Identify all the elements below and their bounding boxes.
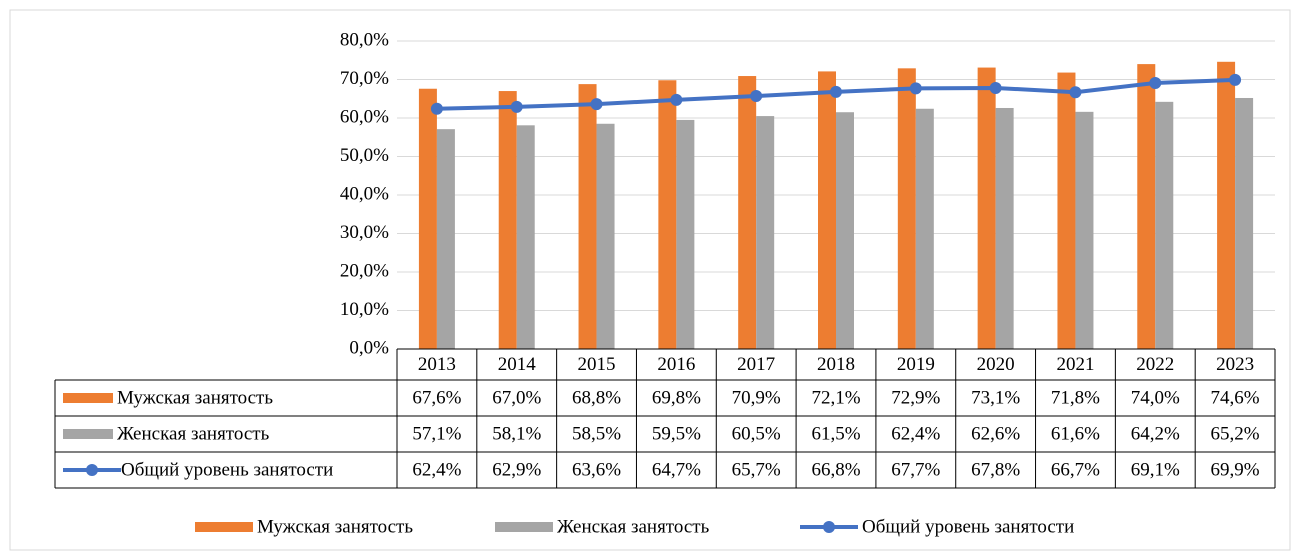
legend-key xyxy=(63,429,113,439)
bar xyxy=(1217,61,1236,349)
legend-key xyxy=(495,522,553,532)
y-tick-label: 40,0% xyxy=(340,183,389,204)
table-cell: 65,2% xyxy=(1211,423,1260,444)
table-cell: 57,1% xyxy=(412,423,461,444)
table-cell: 72,1% xyxy=(811,387,860,408)
table-cell: 74,0% xyxy=(1131,387,1180,408)
legend-key-marker xyxy=(823,521,835,533)
table-cell: 67,7% xyxy=(891,459,940,480)
legend-key-marker xyxy=(86,464,98,476)
table-cell: 62,9% xyxy=(492,459,541,480)
table-cell: 69,9% xyxy=(1211,459,1260,480)
table-cell: 59,5% xyxy=(652,423,701,444)
table-cell: 61,6% xyxy=(1051,423,1100,444)
bar xyxy=(596,123,615,350)
bar xyxy=(915,108,934,349)
table-row-label: Женская занятость xyxy=(117,423,270,444)
x-tick-label: 2020 xyxy=(977,354,1015,375)
x-tick-label: 2017 xyxy=(737,354,775,375)
line-marker xyxy=(670,93,683,106)
legend-label: Мужская занятость xyxy=(257,516,413,537)
table-cell: 64,7% xyxy=(652,459,701,480)
line-marker xyxy=(909,82,922,95)
bar xyxy=(1137,64,1156,349)
table-cell: 65,7% xyxy=(732,459,781,480)
bar xyxy=(977,67,996,349)
table-cell: 62,4% xyxy=(891,423,940,444)
line-marker xyxy=(830,85,842,98)
bar xyxy=(418,88,437,350)
line-marker xyxy=(1149,76,1162,89)
table-cell: 62,6% xyxy=(971,423,1020,444)
table-cell: 72,9% xyxy=(891,387,940,408)
y-tick-label: 50,0% xyxy=(340,145,389,166)
table-cell: 66,8% xyxy=(811,459,860,480)
y-tick-label: 20,0% xyxy=(340,260,389,281)
bar xyxy=(436,129,455,349)
x-tick-label: 2022 xyxy=(1136,354,1174,375)
bar xyxy=(836,112,854,349)
x-tick-label: 2016 xyxy=(657,354,695,375)
table-cell: 61,5% xyxy=(811,423,860,444)
bar xyxy=(738,76,757,349)
table-cell: 74,6% xyxy=(1211,387,1260,408)
line-marker xyxy=(430,102,443,115)
y-tick-label: 60,0% xyxy=(340,106,389,127)
x-tick-label: 2019 xyxy=(897,354,935,375)
table-cell: 73,1% xyxy=(971,387,1020,408)
table-cell: 58,5% xyxy=(572,423,621,444)
table-cell: 67,8% xyxy=(971,459,1020,480)
legend-key xyxy=(63,393,113,403)
y-tick-label: 0,0% xyxy=(349,337,389,358)
table-cell: 69,8% xyxy=(652,387,701,408)
line-marker xyxy=(989,81,1002,94)
legend-label: Общий уровень занятости xyxy=(862,516,1074,537)
table-cell: 69,1% xyxy=(1131,459,1180,480)
line-marker xyxy=(510,100,523,113)
legend-key xyxy=(195,522,253,532)
y-tick-label: 30,0% xyxy=(340,222,389,243)
bar xyxy=(676,119,695,349)
table-cell: 68,8% xyxy=(572,387,621,408)
x-tick-label: 2018 xyxy=(817,354,855,375)
x-tick-label: 2015 xyxy=(578,354,616,375)
bar xyxy=(498,91,517,350)
line-marker xyxy=(1069,86,1082,99)
bar xyxy=(1155,101,1174,349)
bar xyxy=(1057,72,1076,349)
bar xyxy=(897,68,916,350)
table-cell: 71,8% xyxy=(1051,387,1100,408)
y-tick-label: 10,0% xyxy=(340,299,389,320)
bar xyxy=(578,84,597,350)
table-cell: 60,5% xyxy=(732,423,781,444)
x-tick-label: 2014 xyxy=(498,354,537,375)
bar xyxy=(818,71,836,349)
table-cell: 67,0% xyxy=(492,387,541,408)
line-marker xyxy=(750,90,763,103)
bar xyxy=(1075,111,1094,349)
table-cell: 70,9% xyxy=(732,387,781,408)
table-cell: 58,1% xyxy=(492,423,541,444)
table-cell: 63,6% xyxy=(572,459,621,480)
y-tick-label: 70,0% xyxy=(340,68,389,89)
table-cell: 66,7% xyxy=(1051,459,1100,480)
table-row-label: Общий уровень занятости xyxy=(121,459,333,480)
table-cell: 67,6% xyxy=(412,387,461,408)
x-tick-label: 2013 xyxy=(418,354,456,375)
bar xyxy=(658,80,677,350)
bar xyxy=(756,116,775,349)
line-marker xyxy=(590,98,603,111)
bar xyxy=(995,107,1014,350)
table-cell: 64,2% xyxy=(1131,423,1180,444)
bar xyxy=(516,125,535,349)
bar xyxy=(1235,97,1254,349)
table-cell: 62,4% xyxy=(412,459,461,480)
x-tick-label: 2023 xyxy=(1216,354,1254,375)
table-row-label: Мужская занятость xyxy=(117,387,273,408)
line-marker xyxy=(1229,73,1242,86)
x-tick-label: 2021 xyxy=(1056,354,1094,375)
legend-label: Женская занятость xyxy=(557,516,710,537)
y-tick-label: 80,0% xyxy=(340,29,389,50)
